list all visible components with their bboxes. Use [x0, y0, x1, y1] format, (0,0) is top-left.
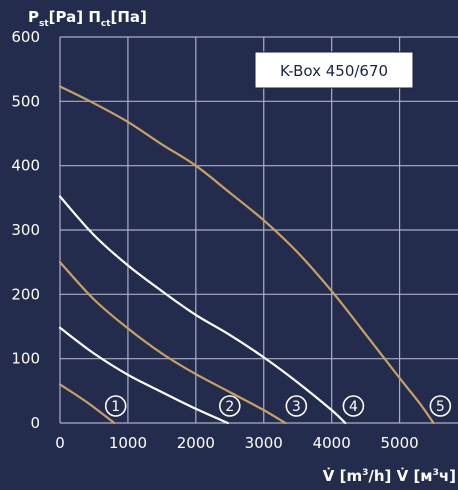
curve-marker-4: 4: [342, 395, 365, 417]
y-tick-label: 400: [11, 157, 40, 175]
curve-marker-label: 5: [436, 399, 445, 415]
curve-marker-1: 1: [104, 395, 127, 417]
y-tick-label: 200: [11, 285, 40, 303]
legend-label: K-Box 450/670: [280, 62, 388, 80]
x-tick-label: 0: [55, 434, 65, 452]
y-axis-label: Pst[Pa] Пct[Па]: [28, 8, 147, 29]
curve-marker-3: 3: [285, 395, 308, 417]
y-tick-label: 100: [11, 350, 40, 368]
y-axis-ticks: 0 100 200 300 400 500 600: [11, 28, 40, 432]
curve-marker-label: 2: [225, 399, 234, 415]
curve-marker-label: 3: [292, 399, 301, 415]
y-tick-label: 600: [11, 28, 40, 46]
curve-markers: 1 2 3 4 5: [104, 395, 452, 417]
x-tick-label: 1000: [109, 434, 147, 452]
x-tick-label: 2000: [177, 434, 215, 452]
x-tick-label: 3000: [245, 434, 283, 452]
curve-5: [58, 85, 435, 425]
y-tick-label: 500: [11, 92, 40, 110]
x-tick-label: 4000: [313, 434, 351, 452]
curve-2: [58, 326, 229, 425]
curve-marker-label: 4: [349, 399, 358, 415]
curve-4: [58, 195, 347, 425]
y-tick-label: 0: [30, 414, 40, 432]
x-axis-ticks: 0 1000 2000 3000 4000 5000: [55, 434, 418, 452]
curve-1: [58, 383, 116, 425]
curve-marker-label: 1: [111, 399, 120, 415]
curve-3: [58, 261, 287, 425]
grid: [59, 36, 458, 424]
x-tick-label: 5000: [380, 434, 418, 452]
curves: [58, 85, 435, 425]
y-tick-label: 300: [11, 221, 40, 239]
x-axis-label: V̇ [m3/h] V̇ [м3ч]: [323, 466, 456, 485]
curve-marker-2: 2: [218, 395, 241, 417]
legend-box: K-Box 450/670: [254, 51, 414, 89]
curve-marker-5: 5: [429, 395, 452, 417]
